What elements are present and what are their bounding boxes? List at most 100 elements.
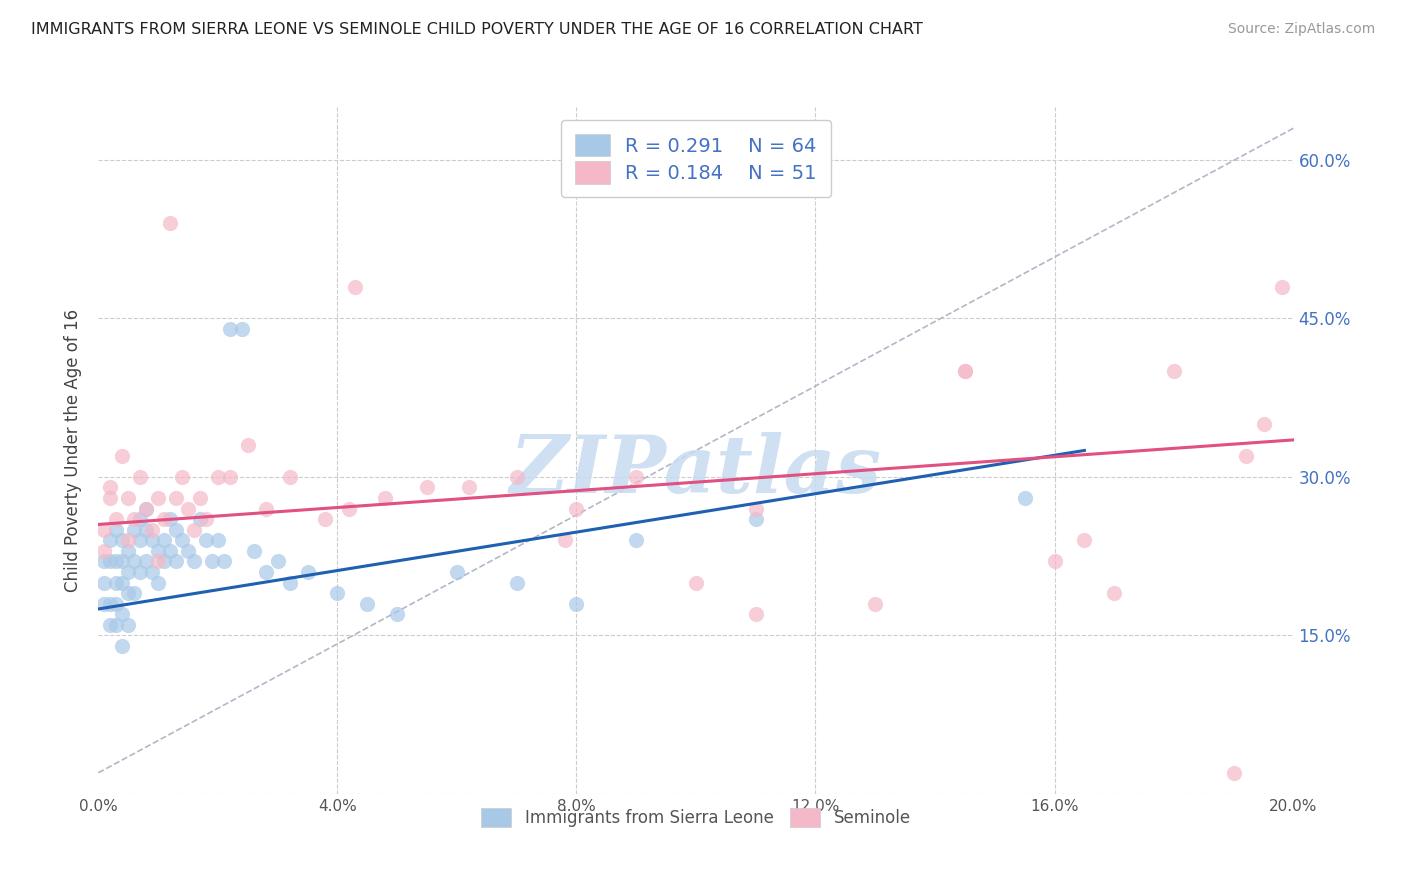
Point xyxy=(344,279,367,293)
Point xyxy=(124,523,146,537)
Point xyxy=(177,544,200,558)
Point xyxy=(105,617,128,632)
Point xyxy=(93,523,115,537)
Point xyxy=(183,523,205,537)
Point xyxy=(243,544,266,558)
Point xyxy=(117,491,139,505)
Point xyxy=(267,554,290,568)
Point xyxy=(98,491,122,505)
Point xyxy=(105,523,128,537)
Point xyxy=(159,216,181,230)
Point xyxy=(93,554,115,568)
Point xyxy=(1073,533,1095,548)
Point xyxy=(124,512,146,526)
Point xyxy=(111,449,134,463)
Point xyxy=(339,501,361,516)
Point xyxy=(685,575,707,590)
Point xyxy=(745,512,768,526)
Point xyxy=(212,554,235,568)
Point xyxy=(565,597,588,611)
Point xyxy=(1104,586,1126,600)
Point xyxy=(111,639,134,653)
Point xyxy=(219,322,242,336)
Point xyxy=(565,501,588,516)
Point xyxy=(1163,364,1185,378)
Text: Source: ZipAtlas.com: Source: ZipAtlas.com xyxy=(1227,22,1375,37)
Point xyxy=(117,533,139,548)
Point xyxy=(129,565,152,579)
Point xyxy=(105,575,128,590)
Point xyxy=(159,544,181,558)
Point xyxy=(153,533,176,548)
Y-axis label: Child Poverty Under the Age of 16: Child Poverty Under the Age of 16 xyxy=(65,309,83,592)
Point xyxy=(1043,554,1066,568)
Point xyxy=(172,533,194,548)
Point xyxy=(141,523,163,537)
Point xyxy=(135,501,157,516)
Point xyxy=(1234,449,1257,463)
Point xyxy=(111,533,134,548)
Point xyxy=(278,575,301,590)
Point xyxy=(195,512,218,526)
Point xyxy=(124,586,146,600)
Point xyxy=(98,617,122,632)
Point xyxy=(98,480,122,494)
Legend: Immigrants from Sierra Leone, Seminole: Immigrants from Sierra Leone, Seminole xyxy=(475,801,917,834)
Point xyxy=(207,533,229,548)
Point xyxy=(93,544,115,558)
Point xyxy=(356,597,378,611)
Point xyxy=(165,491,187,505)
Point xyxy=(1271,279,1294,293)
Point xyxy=(1223,765,1246,780)
Point xyxy=(231,322,253,336)
Point xyxy=(385,607,409,622)
Point xyxy=(129,533,152,548)
Point xyxy=(129,470,152,484)
Point xyxy=(254,501,277,516)
Point xyxy=(953,364,976,378)
Point xyxy=(626,533,648,548)
Point xyxy=(458,480,481,494)
Point xyxy=(117,565,139,579)
Point xyxy=(148,544,170,558)
Point xyxy=(506,470,529,484)
Point xyxy=(111,607,134,622)
Point xyxy=(124,554,146,568)
Point xyxy=(117,544,139,558)
Point xyxy=(135,501,157,516)
Point xyxy=(165,554,187,568)
Point xyxy=(188,491,211,505)
Point xyxy=(195,533,218,548)
Point xyxy=(117,586,139,600)
Point xyxy=(141,565,163,579)
Point xyxy=(105,597,128,611)
Point xyxy=(135,554,157,568)
Point xyxy=(98,533,122,548)
Point xyxy=(129,512,152,526)
Point xyxy=(416,480,439,494)
Point xyxy=(326,586,349,600)
Point xyxy=(254,565,277,579)
Text: IMMIGRANTS FROM SIERRA LEONE VS SEMINOLE CHILD POVERTY UNDER THE AGE OF 16 CORRE: IMMIGRANTS FROM SIERRA LEONE VS SEMINOLE… xyxy=(31,22,922,37)
Point xyxy=(148,575,170,590)
Text: ZIPatlas: ZIPatlas xyxy=(510,433,882,510)
Point xyxy=(236,438,259,452)
Point xyxy=(98,554,122,568)
Point xyxy=(111,554,134,568)
Point xyxy=(297,565,319,579)
Point xyxy=(153,554,176,568)
Point xyxy=(183,554,205,568)
Point xyxy=(626,470,648,484)
Point xyxy=(374,491,396,505)
Point xyxy=(188,512,211,526)
Point xyxy=(93,575,115,590)
Point xyxy=(207,470,229,484)
Point xyxy=(165,523,187,537)
Point xyxy=(93,597,115,611)
Point xyxy=(172,470,194,484)
Point xyxy=(177,501,200,516)
Point xyxy=(446,565,468,579)
Point xyxy=(201,554,224,568)
Point xyxy=(153,512,176,526)
Point xyxy=(745,501,768,516)
